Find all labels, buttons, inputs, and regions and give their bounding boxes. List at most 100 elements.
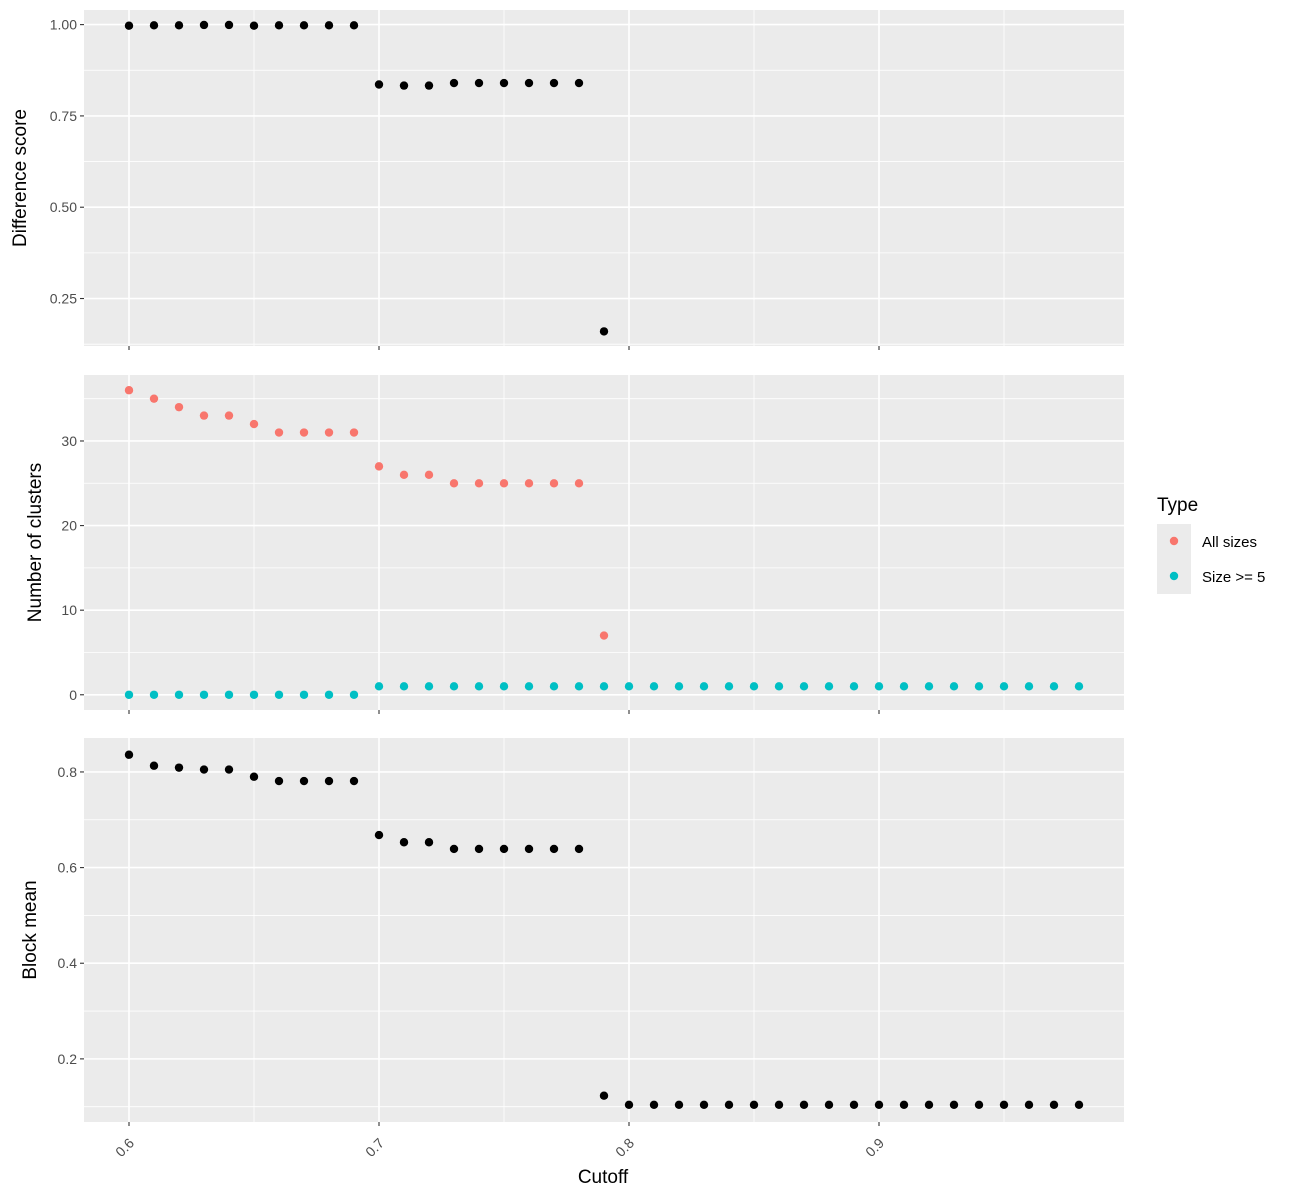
data-point xyxy=(149,21,159,30)
data-point xyxy=(399,81,409,90)
series-all-sizes xyxy=(124,386,609,640)
data-point xyxy=(299,21,309,30)
legend-title: Type xyxy=(1157,495,1198,516)
data-point xyxy=(674,1100,684,1109)
data-point xyxy=(974,1100,984,1109)
data-point xyxy=(749,1100,759,1109)
data-point xyxy=(324,690,334,699)
data-point xyxy=(499,78,509,88)
data-point xyxy=(799,682,809,691)
y-tick-label: 0.4 xyxy=(58,955,78,971)
data-point xyxy=(849,682,859,691)
data-point xyxy=(174,763,184,772)
series-size-5 xyxy=(124,682,1084,699)
data-point xyxy=(624,682,634,691)
data-point xyxy=(524,479,534,488)
series-difference xyxy=(124,20,609,336)
y-tick-label: 0.2 xyxy=(58,1051,78,1067)
legend-key-size-ge-5 xyxy=(1169,571,1179,581)
data-point xyxy=(399,838,409,847)
data-point xyxy=(124,21,134,30)
data-point xyxy=(149,394,159,403)
data-point xyxy=(249,21,259,30)
data-point xyxy=(824,1100,834,1109)
data-point xyxy=(299,428,309,437)
data-point xyxy=(299,776,309,786)
data-point xyxy=(249,690,259,699)
data-point xyxy=(674,682,684,691)
data-point xyxy=(224,411,234,420)
data-point xyxy=(399,682,409,691)
panel-blockmean: 0.2 0.4 0.6 0.8 Block mean xyxy=(20,738,1124,1126)
panels: 0.25 0.50 0.75 1.00 Difference score 0 10 20 30 N… xyxy=(10,10,1124,1126)
data-point xyxy=(999,682,1009,691)
data-point xyxy=(274,776,284,786)
data-point xyxy=(224,690,234,699)
y-tick-label: 0 xyxy=(69,687,77,703)
data-point xyxy=(199,20,209,30)
data-point xyxy=(974,682,984,691)
data-point xyxy=(374,80,384,89)
y-tick-label: 30 xyxy=(61,433,77,449)
data-point xyxy=(924,682,934,691)
data-point xyxy=(1074,682,1084,691)
data-point xyxy=(174,21,184,30)
data-point xyxy=(249,772,259,781)
y-tick-label: 0.6 xyxy=(58,860,78,876)
y-tick-label: 0.8 xyxy=(58,764,78,780)
data-point xyxy=(299,690,309,699)
y-axis-title-blockmean: Block mean xyxy=(20,880,41,979)
data-point xyxy=(824,682,834,691)
data-point xyxy=(1049,682,1059,691)
legend-key-background xyxy=(1157,524,1191,594)
data-point xyxy=(124,750,134,759)
data-point xyxy=(524,682,534,691)
data-point xyxy=(599,1091,609,1100)
data-point xyxy=(1024,1100,1034,1109)
data-point xyxy=(324,776,334,786)
panel-background xyxy=(84,10,1124,346)
data-point xyxy=(249,419,259,429)
data-point xyxy=(949,1100,959,1109)
data-point xyxy=(324,428,334,437)
data-point xyxy=(274,21,284,30)
data-point xyxy=(749,682,759,691)
data-point xyxy=(574,844,584,854)
data-point xyxy=(999,1100,1009,1109)
y-tick-label: 0.25 xyxy=(50,291,77,307)
data-point xyxy=(349,428,359,437)
data-point xyxy=(199,765,209,774)
data-point xyxy=(949,682,959,691)
data-point xyxy=(599,327,609,336)
data-point xyxy=(499,682,509,691)
x-axis-title: Cutoff xyxy=(578,1167,629,1188)
data-point xyxy=(799,1100,809,1109)
data-point xyxy=(424,470,434,480)
data-point xyxy=(324,21,334,30)
data-point xyxy=(449,479,459,488)
data-point xyxy=(374,830,384,840)
data-point xyxy=(199,411,209,420)
legend-key-all-sizes xyxy=(1169,536,1179,546)
panel-clusters: 0 10 20 30 Number of clusters xyxy=(25,375,1124,714)
panel-difference: 0.25 0.50 0.75 1.00 Difference score xyxy=(10,10,1124,350)
panel-background xyxy=(84,738,1124,1122)
data-point xyxy=(524,844,534,854)
data-point xyxy=(549,78,559,88)
y-tick-label: 20 xyxy=(61,518,77,534)
data-point xyxy=(699,682,709,691)
data-point xyxy=(899,1100,909,1109)
panel-background xyxy=(84,375,1124,710)
data-point xyxy=(449,682,459,691)
y-tick-label: 0.50 xyxy=(50,199,77,215)
data-point xyxy=(549,844,559,854)
data-point xyxy=(224,20,234,30)
data-point xyxy=(274,690,284,699)
data-point xyxy=(424,81,434,90)
data-point xyxy=(599,682,609,691)
data-point xyxy=(424,838,434,847)
data-point xyxy=(174,690,184,699)
data-point xyxy=(499,479,509,488)
legend: Type All sizes Size >= 5 xyxy=(1157,495,1265,594)
